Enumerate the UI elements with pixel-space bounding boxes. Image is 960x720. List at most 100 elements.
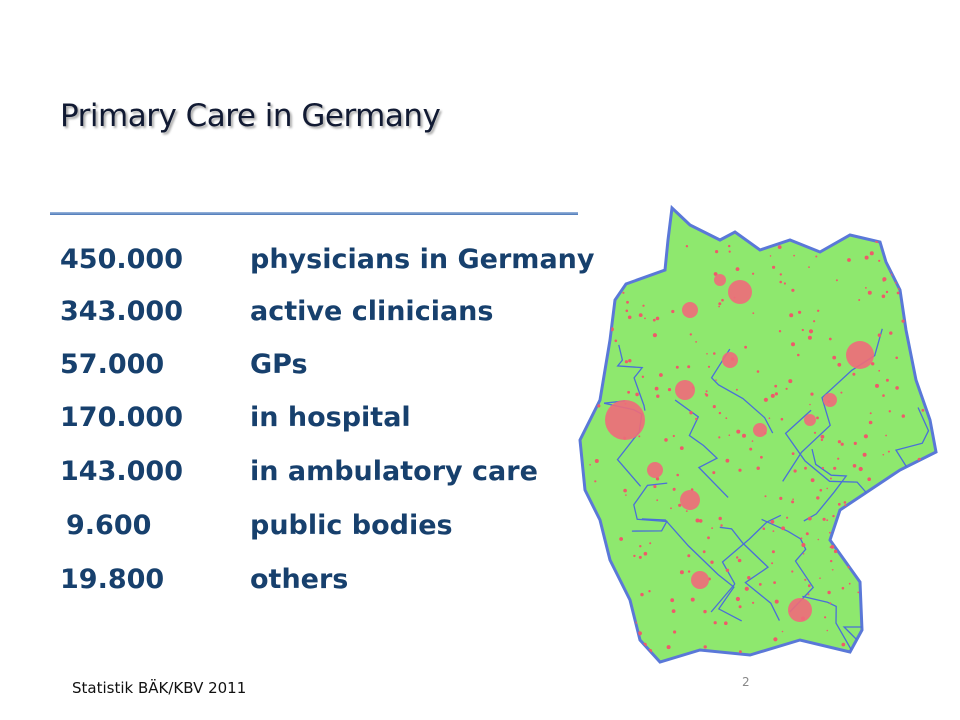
- settlement: [875, 610, 878, 613]
- settlement: [819, 577, 821, 579]
- settlement: [815, 255, 818, 258]
- settlement: [783, 282, 787, 285]
- title-rule: [50, 212, 578, 215]
- city: [647, 462, 663, 478]
- stat-label: in hospital: [250, 402, 411, 433]
- settlement: [687, 570, 691, 573]
- settlement: [597, 656, 600, 659]
- settlement: [619, 537, 623, 541]
- settlement: [832, 355, 837, 360]
- stat-label: GPs: [250, 349, 308, 380]
- settlement: [863, 434, 869, 439]
- settlement: [703, 609, 707, 614]
- settlement: [885, 434, 887, 437]
- settlement: [655, 316, 660, 321]
- settlement: [738, 605, 742, 609]
- settlement: [735, 596, 741, 602]
- settlement: [891, 488, 896, 493]
- settlement: [847, 258, 851, 262]
- settlement: [883, 532, 887, 535]
- settlement: [779, 280, 782, 284]
- settlement: [707, 365, 711, 368]
- settlement: [738, 468, 742, 472]
- settlement: [772, 530, 775, 532]
- settlement: [768, 417, 771, 420]
- settlement: [652, 333, 658, 338]
- settlement: [779, 496, 783, 500]
- settlement: [744, 586, 749, 591]
- settlement: [804, 466, 807, 470]
- settlement: [816, 496, 820, 500]
- settlement: [827, 590, 831, 595]
- settlement: [841, 642, 846, 647]
- settlement: [804, 578, 807, 581]
- stat-number: 343.000: [60, 296, 183, 327]
- settlement: [797, 647, 802, 651]
- settlement: [690, 597, 695, 602]
- settlement: [863, 559, 865, 561]
- settlement: [785, 387, 788, 390]
- settlement: [772, 265, 776, 269]
- river: [719, 526, 780, 621]
- settlement: [880, 224, 884, 229]
- settlement: [654, 260, 659, 265]
- settlement: [656, 499, 659, 502]
- settlement: [895, 386, 899, 390]
- settlement: [637, 631, 643, 636]
- river: [761, 518, 815, 613]
- settlement: [874, 228, 877, 231]
- settlement: [713, 352, 716, 355]
- settlement: [932, 455, 935, 458]
- settlement: [771, 562, 774, 565]
- stat-number: 143.000: [60, 456, 183, 487]
- settlement: [928, 479, 932, 483]
- settlement: [848, 582, 851, 585]
- settlement: [807, 335, 812, 340]
- settlement: [800, 239, 804, 242]
- settlement: [590, 266, 593, 270]
- settlement: [671, 309, 675, 314]
- settlement: [627, 315, 632, 320]
- settlement: [801, 543, 806, 547]
- settlement: [801, 328, 804, 332]
- settlement: [737, 558, 742, 563]
- settlement: [793, 254, 795, 257]
- settlement: [791, 288, 795, 292]
- settlement: [607, 591, 611, 595]
- settlement: [781, 630, 784, 633]
- settlement: [926, 259, 930, 263]
- settlement: [793, 469, 797, 473]
- settlement: [652, 318, 656, 322]
- settlement: [758, 583, 762, 586]
- settlement: [588, 660, 591, 662]
- settlement: [670, 598, 675, 603]
- river: [586, 616, 637, 662]
- settlement: [602, 339, 605, 342]
- settlement: [711, 527, 713, 529]
- settlement: [706, 353, 708, 355]
- settlement: [923, 544, 928, 549]
- settlement: [869, 412, 872, 415]
- settlement: [718, 302, 722, 306]
- settlement: [826, 519, 829, 522]
- settlement: [712, 471, 716, 475]
- city: [691, 571, 709, 589]
- settlement: [805, 532, 809, 536]
- settlement: [627, 390, 630, 394]
- settlement: [855, 527, 859, 532]
- river: [710, 348, 774, 434]
- settlement: [791, 500, 795, 504]
- settlement: [762, 527, 766, 530]
- settlement: [925, 371, 928, 374]
- settlement: [887, 450, 890, 453]
- settlement: [903, 269, 906, 273]
- settlement: [628, 359, 632, 363]
- settlement: [820, 438, 824, 442]
- settlement: [655, 234, 659, 237]
- settlement: [816, 416, 819, 420]
- city: [804, 414, 816, 426]
- settlement: [735, 267, 740, 271]
- settlement: [587, 644, 592, 649]
- settlement: [725, 458, 730, 463]
- settlement: [594, 459, 599, 463]
